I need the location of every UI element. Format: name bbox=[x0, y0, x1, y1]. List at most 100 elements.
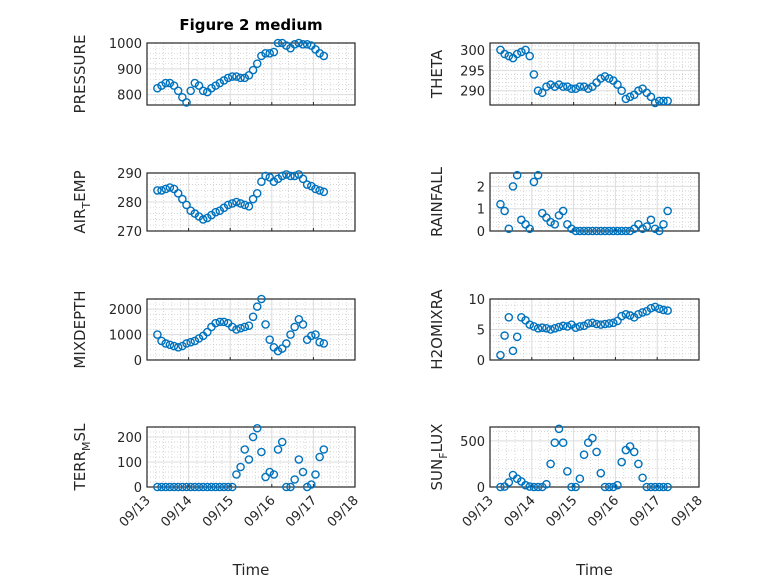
data-point bbox=[646, 303, 656, 313]
data-point bbox=[496, 482, 505, 492]
data-point bbox=[563, 82, 572, 91]
data-point bbox=[571, 84, 580, 93]
data-point bbox=[165, 340, 175, 350]
data-point bbox=[609, 482, 618, 492]
data-point bbox=[558, 438, 568, 447]
data-point bbox=[223, 73, 233, 83]
data-point bbox=[613, 480, 622, 490]
data-point bbox=[533, 323, 543, 333]
data-point bbox=[517, 47, 526, 57]
x-tick-label: 09/17 bbox=[283, 493, 320, 530]
data-point bbox=[257, 177, 266, 186]
data-point bbox=[161, 482, 171, 492]
data-point bbox=[646, 215, 656, 225]
x-tick-label: 09/18 bbox=[325, 493, 362, 530]
data-point bbox=[182, 339, 191, 348]
y-tick-label: 290 bbox=[117, 167, 142, 182]
data-point bbox=[219, 317, 229, 327]
data-point bbox=[261, 320, 270, 329]
data-point bbox=[277, 344, 287, 353]
subplot-mixdepth: 0 1000 2000 MIXDEPTH bbox=[71, 290, 356, 369]
data-point bbox=[663, 482, 672, 492]
data-point bbox=[211, 318, 220, 328]
data-point bbox=[282, 339, 291, 348]
data-point bbox=[153, 330, 162, 339]
data-point bbox=[307, 331, 316, 341]
x-tick-label: 09/18 bbox=[669, 493, 706, 530]
data-point bbox=[261, 472, 270, 482]
data-point bbox=[307, 480, 316, 489]
data-point bbox=[186, 86, 195, 96]
data-point bbox=[232, 72, 241, 81]
y-tick-label: 0 bbox=[134, 481, 142, 496]
data-point bbox=[642, 222, 652, 231]
data-point bbox=[227, 199, 237, 208]
data-point bbox=[232, 197, 241, 207]
data-point bbox=[613, 80, 622, 89]
y-tick-label: 1 bbox=[477, 203, 485, 218]
data-point bbox=[286, 330, 295, 339]
axes-background bbox=[490, 427, 699, 487]
data-point bbox=[248, 432, 258, 442]
data-point bbox=[512, 49, 522, 59]
data-point bbox=[240, 445, 250, 454]
axes-box bbox=[146, 172, 356, 232]
y-tick-label: 0 bbox=[477, 481, 485, 496]
y-tick-label: 1000 bbox=[109, 329, 142, 344]
data-point bbox=[621, 94, 631, 104]
data-point bbox=[207, 482, 216, 492]
data-point bbox=[579, 226, 589, 236]
data-point bbox=[252, 423, 262, 433]
data-point bbox=[604, 74, 614, 83]
data-point bbox=[294, 38, 304, 48]
subplot-pressure: 800 900 1000 PRESSURE Figure 2 medium bbox=[71, 16, 356, 114]
data-point bbox=[558, 206, 568, 216]
data-point bbox=[537, 323, 547, 332]
x-tick-label: 09/13 bbox=[460, 493, 497, 530]
axes-background bbox=[490, 43, 699, 105]
data-point bbox=[646, 482, 656, 492]
data-point bbox=[298, 39, 308, 49]
data-point bbox=[604, 319, 614, 328]
y-tick-label: 0 bbox=[134, 354, 142, 369]
data-point bbox=[500, 206, 509, 216]
y-axis-label: PRESSURE bbox=[71, 35, 89, 114]
data-point bbox=[294, 315, 304, 324]
data-point bbox=[232, 470, 241, 479]
data-point bbox=[286, 171, 295, 181]
data-point bbox=[617, 226, 626, 236]
data-point bbox=[186, 337, 195, 347]
data-point bbox=[542, 82, 551, 91]
x-tick-label: 09/14 bbox=[502, 493, 539, 530]
x-tick-label: 09/14 bbox=[158, 493, 195, 530]
data-point bbox=[529, 482, 539, 492]
data-point bbox=[529, 70, 539, 79]
data-point bbox=[290, 475, 299, 484]
data-point bbox=[302, 180, 312, 189]
data-point bbox=[571, 226, 580, 236]
y-tick-label: 2 bbox=[477, 180, 485, 195]
subplot-sun-flux: 09/13 09/14 09/15 09/16 09/17 09/18 0 500 SUNFLU… bbox=[428, 424, 706, 579]
data-point bbox=[596, 226, 606, 236]
data-point bbox=[529, 322, 539, 331]
subplot-rainfall: 0 1 2 RAINFALL bbox=[428, 166, 700, 240]
data-point bbox=[583, 438, 593, 447]
data-point bbox=[211, 482, 220, 492]
data-point bbox=[257, 447, 266, 457]
data-point bbox=[550, 220, 560, 229]
y-tick-label: 900 bbox=[117, 63, 142, 78]
x-tick-label: 09/15 bbox=[543, 493, 580, 530]
data-point bbox=[265, 335, 275, 344]
data-point bbox=[654, 482, 664, 492]
data-point bbox=[638, 473, 647, 483]
data-point bbox=[600, 72, 610, 81]
data-point bbox=[588, 226, 597, 236]
data-point bbox=[240, 200, 250, 210]
data-point bbox=[319, 187, 329, 197]
axes-box bbox=[146, 426, 356, 488]
y-tick-label: 0 bbox=[477, 354, 485, 369]
data-point bbox=[621, 226, 631, 236]
data-point bbox=[558, 321, 568, 331]
y-axis-label: SUNFLUX bbox=[428, 424, 450, 491]
y-tick-label: 280 bbox=[117, 196, 142, 211]
